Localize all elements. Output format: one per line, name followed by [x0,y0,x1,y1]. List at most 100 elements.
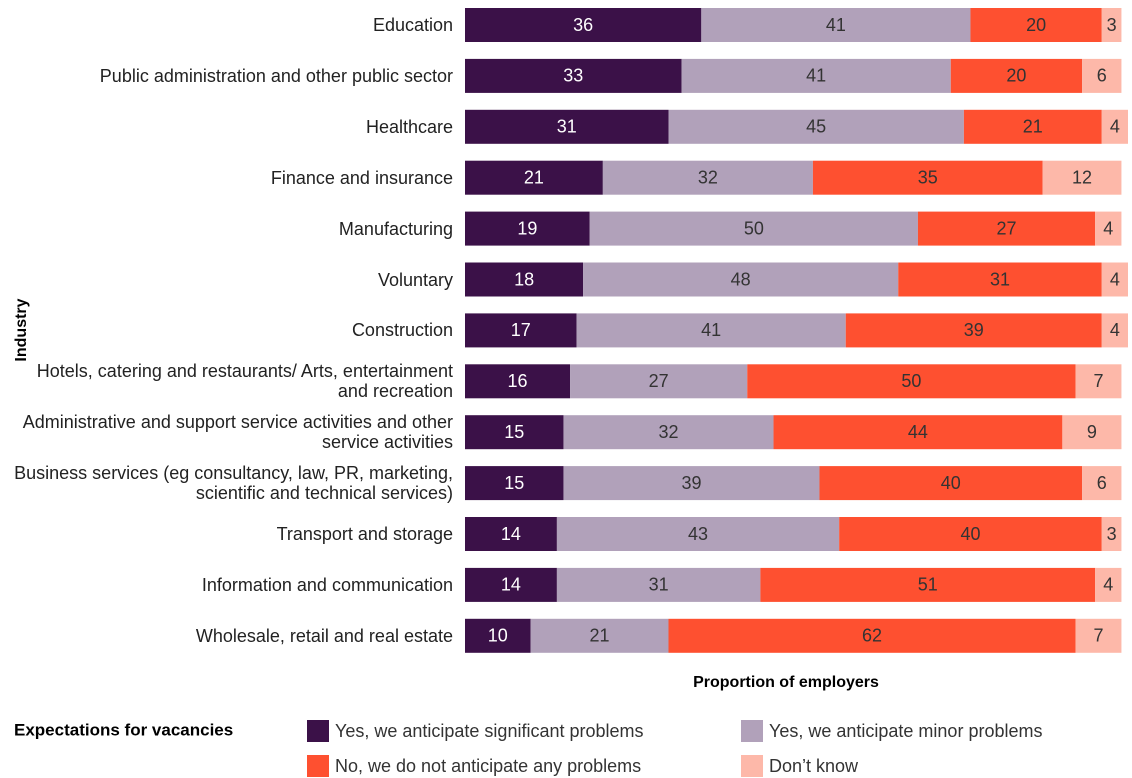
bar-segment [963,109,1102,144]
value-label: 18 [514,269,534,289]
legend-label: Yes, we anticipate minor problems [769,721,1042,741]
legend-title: Expectations for vacancies [14,720,233,739]
bar-segment [556,517,840,551]
value-label: 19 [517,218,537,238]
bar-segment [1075,618,1122,653]
value-label: 39 [681,473,701,493]
bar-segment [1101,262,1128,297]
value-label: 21 [590,626,610,646]
value-label: 4 [1103,218,1113,238]
value-label: 39 [964,320,984,340]
bar-segment [589,211,918,246]
bar-segment [773,415,1063,450]
bar-segment [465,517,557,551]
legend-label: Yes, we anticipate significant problems [335,721,644,741]
bar-segment [681,58,951,93]
value-label: 4 [1110,320,1120,340]
bar-segment [812,160,1043,195]
value-label: 3 [1107,524,1117,544]
bar-segment [465,415,564,450]
bar-segment [465,8,702,42]
bar-segment [701,8,971,42]
value-label: 50 [901,371,921,391]
value-label: 21 [524,167,544,187]
value-label: 36 [573,15,593,35]
bar-segment [576,313,846,348]
value-label: 20 [1006,66,1026,86]
bar-segment [950,58,1083,93]
value-label: 50 [744,218,764,238]
value-label: 31 [557,117,577,137]
bar-segment [465,466,564,501]
bar-segment [668,109,964,144]
category-label: Information and communication [201,574,453,595]
bar-segment [1101,8,1122,42]
value-label: 41 [701,320,721,340]
category-label: Hotels, catering and restaurants/ Arts, … [36,361,453,402]
value-label: 4 [1110,269,1120,289]
bar-segment [1075,364,1122,399]
category-label: Wholesale, retail and real estate [195,625,453,646]
value-label: 16 [507,371,527,391]
value-label: 15 [504,473,524,493]
value-label: 6 [1097,473,1107,493]
bar-segment [583,262,899,297]
value-label: 7 [1093,371,1103,391]
value-label: 21 [1023,117,1043,137]
bar-segment [530,618,669,653]
bar-segment [563,415,774,450]
value-label: 43 [688,524,708,544]
legend-label: No, we do not anticipate any problems [335,756,641,776]
bar-segment [1042,160,1122,195]
bar-segment [898,262,1102,297]
value-label: 40 [941,473,961,493]
value-label: 41 [826,15,846,35]
legend-swatch [307,755,329,777]
value-label: 32 [658,422,678,442]
bar-segment [839,517,1102,551]
bar-segment [465,618,531,653]
bar-segment [465,313,577,348]
category-label: Education [372,15,453,35]
bar-segment [747,364,1076,399]
y-axis-label: Industry [13,298,30,361]
value-label: 4 [1103,575,1113,595]
legend-swatch [307,720,329,742]
value-label: 33 [563,66,583,86]
bar-segment [819,466,1083,501]
bar-segment [465,160,603,195]
value-label: 35 [918,167,938,187]
value-label: 4 [1110,117,1120,137]
legend-swatch [741,720,763,742]
value-label: 6 [1097,66,1107,86]
category-label: Construction [351,320,453,341]
category-label: Transport and storage [276,524,453,544]
value-label: 10 [488,626,508,646]
value-label: 41 [806,66,826,86]
bar-segment [1101,109,1128,144]
bar-segment [465,262,584,297]
value-label: 27 [997,218,1017,238]
bar-segment [570,364,748,399]
bar-segment [1082,58,1122,93]
category-label: Business services (eg consultancy, law, … [14,463,453,504]
bar-segment [465,211,590,246]
value-label: 31 [990,269,1010,289]
value-label: 20 [1026,15,1046,35]
value-label: 32 [698,167,718,187]
value-label: 27 [649,371,669,391]
value-label: 15 [504,422,524,442]
value-label: 45 [806,117,826,137]
value-label: 12 [1072,167,1092,187]
value-label: 51 [918,575,938,595]
value-label: 3 [1107,15,1117,35]
value-label: 14 [501,575,521,595]
bar-segment [465,364,571,399]
category-label: Healthcare [365,116,453,137]
category-label: Administrative and support service activ… [22,412,453,453]
value-label: 7 [1093,626,1103,646]
bar-segment [970,8,1102,42]
bar-segment [465,567,557,602]
